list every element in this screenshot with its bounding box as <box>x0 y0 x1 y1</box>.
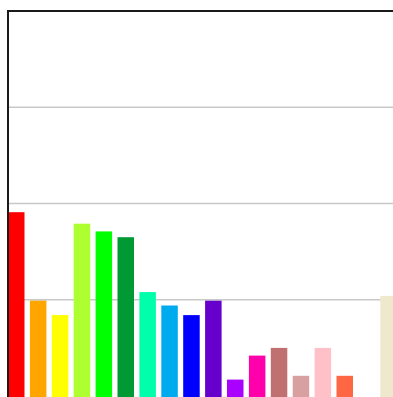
bar-16 <box>336 375 353 397</box>
bar-9 <box>183 315 200 397</box>
bar-2 <box>29 300 47 397</box>
bar-10 <box>205 300 222 397</box>
bar-3 <box>51 315 69 397</box>
bar-1 <box>8 212 25 397</box>
gridlines <box>8 106 393 301</box>
bar-8 <box>161 305 178 397</box>
bar-18 <box>380 295 393 397</box>
bar-15 <box>314 347 332 397</box>
bar-6 <box>117 237 134 397</box>
bar-12 <box>248 355 266 397</box>
bar-14 <box>292 375 310 397</box>
bar-7 <box>139 292 156 397</box>
plot-frame <box>7 10 393 397</box>
bars <box>8 212 393 397</box>
bar-5 <box>95 231 113 397</box>
bar-4 <box>73 223 91 397</box>
bar-11 <box>227 379 244 397</box>
bar-13 <box>270 347 288 397</box>
